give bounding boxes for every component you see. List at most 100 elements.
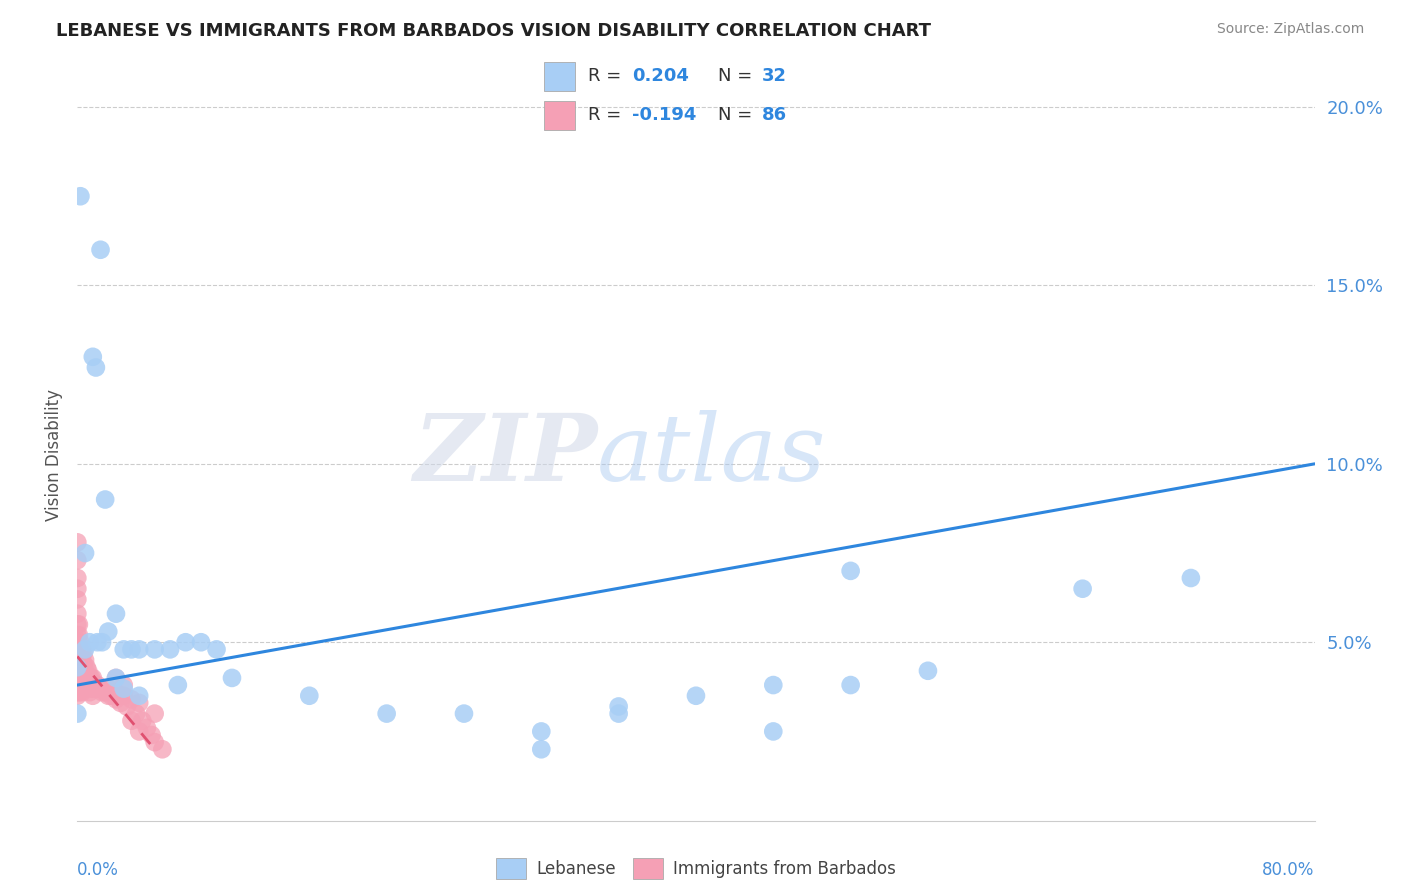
Point xyxy=(66,607,89,621)
Point xyxy=(110,696,132,710)
Point xyxy=(1180,571,1202,585)
Text: Source: ZipAtlas.com: Source: ZipAtlas.com xyxy=(1216,22,1364,37)
Point xyxy=(70,664,93,678)
Point xyxy=(67,628,90,642)
Point xyxy=(607,699,630,714)
Text: ZIP: ZIP xyxy=(413,410,598,500)
Point xyxy=(66,592,89,607)
Point xyxy=(1071,582,1094,596)
Point xyxy=(112,678,135,692)
Point xyxy=(77,671,100,685)
Point xyxy=(66,689,89,703)
Point xyxy=(79,671,101,685)
Point xyxy=(128,689,150,703)
Point xyxy=(105,607,127,621)
Point xyxy=(79,685,101,699)
Point xyxy=(105,692,127,706)
Point xyxy=(97,624,120,639)
Point xyxy=(75,671,96,685)
Point xyxy=(82,671,104,685)
Point xyxy=(69,646,91,660)
Point xyxy=(141,728,163,742)
Point xyxy=(66,635,89,649)
Text: R =: R = xyxy=(588,68,627,86)
Point xyxy=(77,664,100,678)
Point xyxy=(66,571,89,585)
Point xyxy=(152,742,174,756)
Point xyxy=(83,681,105,696)
Point xyxy=(128,724,150,739)
Point xyxy=(75,678,96,692)
Text: 0.204: 0.204 xyxy=(633,68,689,86)
Point xyxy=(66,685,89,699)
Text: 0.0%: 0.0% xyxy=(77,861,120,879)
Point xyxy=(69,678,91,692)
Point xyxy=(100,689,122,703)
Point xyxy=(159,642,181,657)
Point xyxy=(72,646,94,660)
Point xyxy=(66,617,89,632)
Point xyxy=(79,635,101,649)
Point xyxy=(112,681,135,696)
Point xyxy=(112,689,135,703)
Point xyxy=(762,678,785,692)
Point xyxy=(94,492,117,507)
Point xyxy=(136,721,159,735)
Point xyxy=(143,706,166,721)
Point xyxy=(685,689,707,703)
Point xyxy=(105,671,127,685)
Point xyxy=(90,243,111,257)
Point xyxy=(91,635,114,649)
Point xyxy=(66,553,89,567)
Point xyxy=(917,664,939,678)
Point xyxy=(67,671,90,685)
Text: R =: R = xyxy=(588,106,627,124)
Point xyxy=(66,706,89,721)
Point xyxy=(70,642,93,657)
Point xyxy=(66,664,89,678)
Point xyxy=(128,642,150,657)
Point xyxy=(75,642,96,657)
Point xyxy=(84,678,107,692)
Point xyxy=(66,628,89,642)
Point xyxy=(86,678,108,692)
Point xyxy=(82,689,104,703)
FancyBboxPatch shape xyxy=(544,101,575,130)
Point xyxy=(84,360,107,375)
Point xyxy=(66,678,89,692)
Point xyxy=(375,706,398,721)
Text: N =: N = xyxy=(717,106,758,124)
Point xyxy=(839,564,862,578)
Point xyxy=(70,653,93,667)
Point xyxy=(97,689,120,703)
Point xyxy=(69,653,91,667)
Point xyxy=(97,681,120,696)
Point xyxy=(839,678,862,692)
Point xyxy=(131,714,153,728)
Point xyxy=(82,678,104,692)
Point xyxy=(76,678,98,692)
Point xyxy=(76,671,98,685)
Point xyxy=(66,653,89,667)
Text: N =: N = xyxy=(717,68,758,86)
Point xyxy=(105,671,127,685)
Point xyxy=(67,617,90,632)
Point xyxy=(762,724,785,739)
Point xyxy=(80,671,103,685)
Point xyxy=(128,696,150,710)
Point xyxy=(67,678,90,692)
Text: LEBANESE VS IMMIGRANTS FROM BARBADOS VISION DISABILITY CORRELATION CHART: LEBANESE VS IMMIGRANTS FROM BARBADOS VIS… xyxy=(56,22,931,40)
Point xyxy=(77,678,100,692)
Point xyxy=(69,664,91,678)
Point xyxy=(221,671,243,685)
Point xyxy=(69,635,91,649)
Point xyxy=(453,706,475,721)
Point xyxy=(190,635,212,649)
Point xyxy=(90,681,111,696)
Text: 32: 32 xyxy=(762,68,787,86)
Point xyxy=(75,546,96,560)
Point xyxy=(530,742,553,756)
Point xyxy=(143,735,166,749)
Point xyxy=(69,189,91,203)
Point xyxy=(205,642,228,657)
